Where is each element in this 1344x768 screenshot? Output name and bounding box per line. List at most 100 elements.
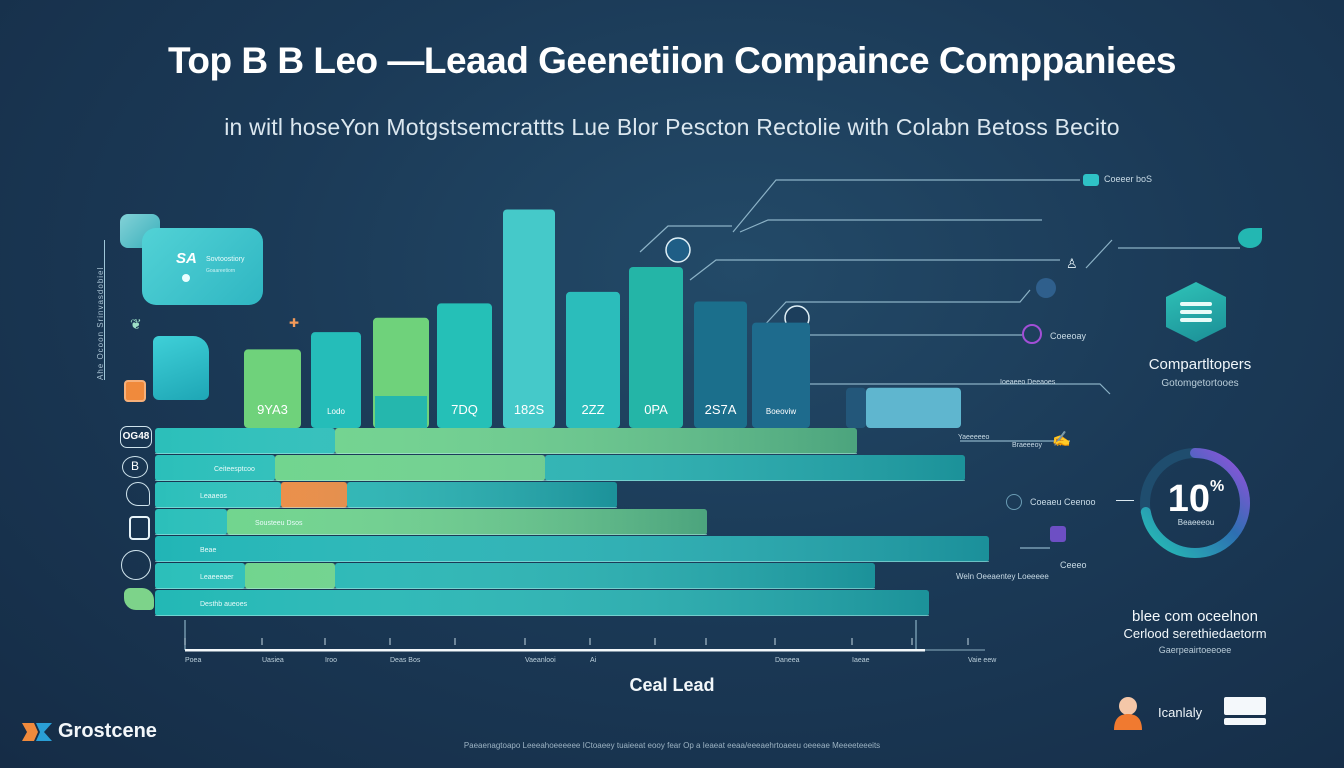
x-tick-label: Vaie eew xyxy=(968,657,997,664)
horizontal-bar-shade xyxy=(155,563,875,589)
row-label: Ceiteesptcoo xyxy=(214,466,255,473)
callout-label: Coeaeu Ceenoo xyxy=(1030,497,1096,507)
connector-line xyxy=(759,289,1031,331)
card-title: Sovtoostiory xyxy=(206,256,245,263)
ring-number: 10 xyxy=(1167,478,1211,520)
signature-icon: ✍ xyxy=(1052,431,1071,448)
row-divider xyxy=(155,588,875,589)
horizontal-bars: Ceiteesptcoo Leaaeos Sousteeu Dsos Beae Leae… xyxy=(155,428,989,616)
id-badge-icon xyxy=(1022,324,1042,344)
bar-value-label: Lodo xyxy=(327,407,345,416)
vertical-bar xyxy=(244,349,301,428)
x-tick-label: Poea xyxy=(185,657,201,664)
x-tick-label: Uasiea xyxy=(262,657,284,664)
horizontal-bar-shade xyxy=(155,455,965,481)
orange-badge-icon xyxy=(124,380,146,402)
ring-value: 10% xyxy=(1150,478,1242,521)
row-divider xyxy=(155,507,617,508)
document-icon xyxy=(129,516,150,540)
vertical-bar xyxy=(866,387,961,428)
bar-value-label: 9YA3 xyxy=(257,402,288,417)
right-heading-2: Cerlood serethiedaetorm xyxy=(1123,626,1267,641)
right-heading-3: Gaerpeairtoeeoee xyxy=(1158,645,1232,655)
row-label: Desthb aueoes xyxy=(200,601,248,608)
callout-label: Coeeer boS xyxy=(1104,174,1153,184)
row-label: Leaaeos xyxy=(200,493,227,500)
connector-line xyxy=(732,179,1080,233)
callout-label: Coeeoay xyxy=(1050,331,1087,341)
horizontal-bar-shade xyxy=(155,590,929,616)
folder-card xyxy=(153,336,209,400)
row-divider xyxy=(155,453,857,454)
callout-label: Braeeeoy xyxy=(1012,442,1042,449)
vertical-bar xyxy=(503,209,555,428)
callout-icon-chat xyxy=(1083,174,1099,186)
connector-lines xyxy=(184,179,1240,650)
x-tick-label: Iroo xyxy=(325,657,337,664)
brand-name: Grostcene xyxy=(58,720,157,742)
bar-value-label: 2ZZ xyxy=(581,402,604,417)
callout-label: Ioeaeeo Deeaoes xyxy=(1000,379,1056,386)
hand-money-icon xyxy=(124,588,154,610)
vertical-bar xyxy=(311,332,361,428)
user-profile[interactable]: Icanlaly xyxy=(1112,694,1267,730)
vertical-bar xyxy=(629,267,683,428)
vertical-bar xyxy=(846,387,866,428)
row-divider xyxy=(155,480,965,481)
bar-inner-segment xyxy=(375,396,427,428)
brand-mark-icon xyxy=(22,722,52,741)
row-divider xyxy=(155,534,707,535)
footnote: Paeaenagtoapo Leeeahoeeeeee ICtoaeey tua… xyxy=(463,741,881,750)
vertical-bar xyxy=(694,301,747,428)
x-tick-label: Daneea xyxy=(775,657,800,664)
horizontal-bar-shade xyxy=(155,482,617,508)
avatar-icon xyxy=(1114,697,1142,730)
company-card[interactable]: SA Sovtoostiory Goaareetiorn xyxy=(142,228,263,305)
leaf-icon: ❦ xyxy=(130,316,142,332)
page-title: Top B B Leo —Leaad Geenetiion Compaince … xyxy=(168,40,1176,81)
card-dot-icon xyxy=(182,274,190,282)
side-badge-value: OG48 xyxy=(120,426,152,448)
card-logo: SA xyxy=(176,250,197,267)
horizontal-bar-shade xyxy=(155,428,857,454)
ring-caption: Beaeeeou xyxy=(1177,518,1215,527)
callout-label: Weln Oeeaentey Loeeeee xyxy=(956,572,1049,581)
hexagon-stack-icon xyxy=(1166,282,1226,342)
x-tick-label: Deas Bos xyxy=(390,657,421,664)
callout-label: Yaeeeeeo xyxy=(958,434,990,441)
bar-value-label: 2S7A xyxy=(705,402,737,417)
side-badge-b: B xyxy=(122,456,148,478)
card-subtitle: Goaareetiorn xyxy=(206,268,236,274)
callout-label: Ceeeo xyxy=(1060,560,1087,570)
connector-line xyxy=(739,219,1042,233)
brand-logo[interactable]: Grostcene xyxy=(22,720,157,743)
user-name: Icanlaly xyxy=(1158,704,1203,720)
left-bracket-line xyxy=(104,240,105,380)
right-heading-1: blee com oceelnon xyxy=(1132,608,1258,625)
connector-line xyxy=(689,259,1060,281)
vertical-bar xyxy=(566,291,620,428)
vertical-bars: 9YA3LodoLeaaeos7DQ182S2ZZ0PA2S7ABoeoviw xyxy=(244,209,961,428)
connector-line xyxy=(1085,239,1113,269)
ring-progress-arc xyxy=(1140,448,1250,558)
horizontal-bar-shade xyxy=(155,536,989,562)
row-label: Sousteeu Dsos xyxy=(255,520,303,527)
x-tick-label: Ai xyxy=(590,657,597,664)
x-axis-title: Ceal Lead xyxy=(629,675,715,695)
progress-ring xyxy=(1140,448,1250,558)
component-subtitle: Gotomgetortooes xyxy=(1161,378,1239,389)
x-tick-label: Vaeanlooi xyxy=(525,657,556,664)
component-title: Compartltopers xyxy=(1148,356,1252,373)
x-axis-line xyxy=(185,649,925,652)
bar-value-label: 182S xyxy=(514,402,545,417)
connector-line xyxy=(639,225,732,253)
x-axis: Poea Uasiea Iroo Deas Bos Vaeanlooi Ai Daneea I… xyxy=(184,638,997,664)
vertical-bar xyxy=(437,303,492,428)
x-tick-label: Iaeae xyxy=(852,657,870,664)
row-label: Beae xyxy=(200,547,216,554)
menu-card-icon[interactable] xyxy=(1224,697,1267,727)
ring-suffix: % xyxy=(1210,478,1225,495)
person-icon: ♙ xyxy=(1066,256,1078,271)
ring-pointer-line xyxy=(1116,500,1134,501)
